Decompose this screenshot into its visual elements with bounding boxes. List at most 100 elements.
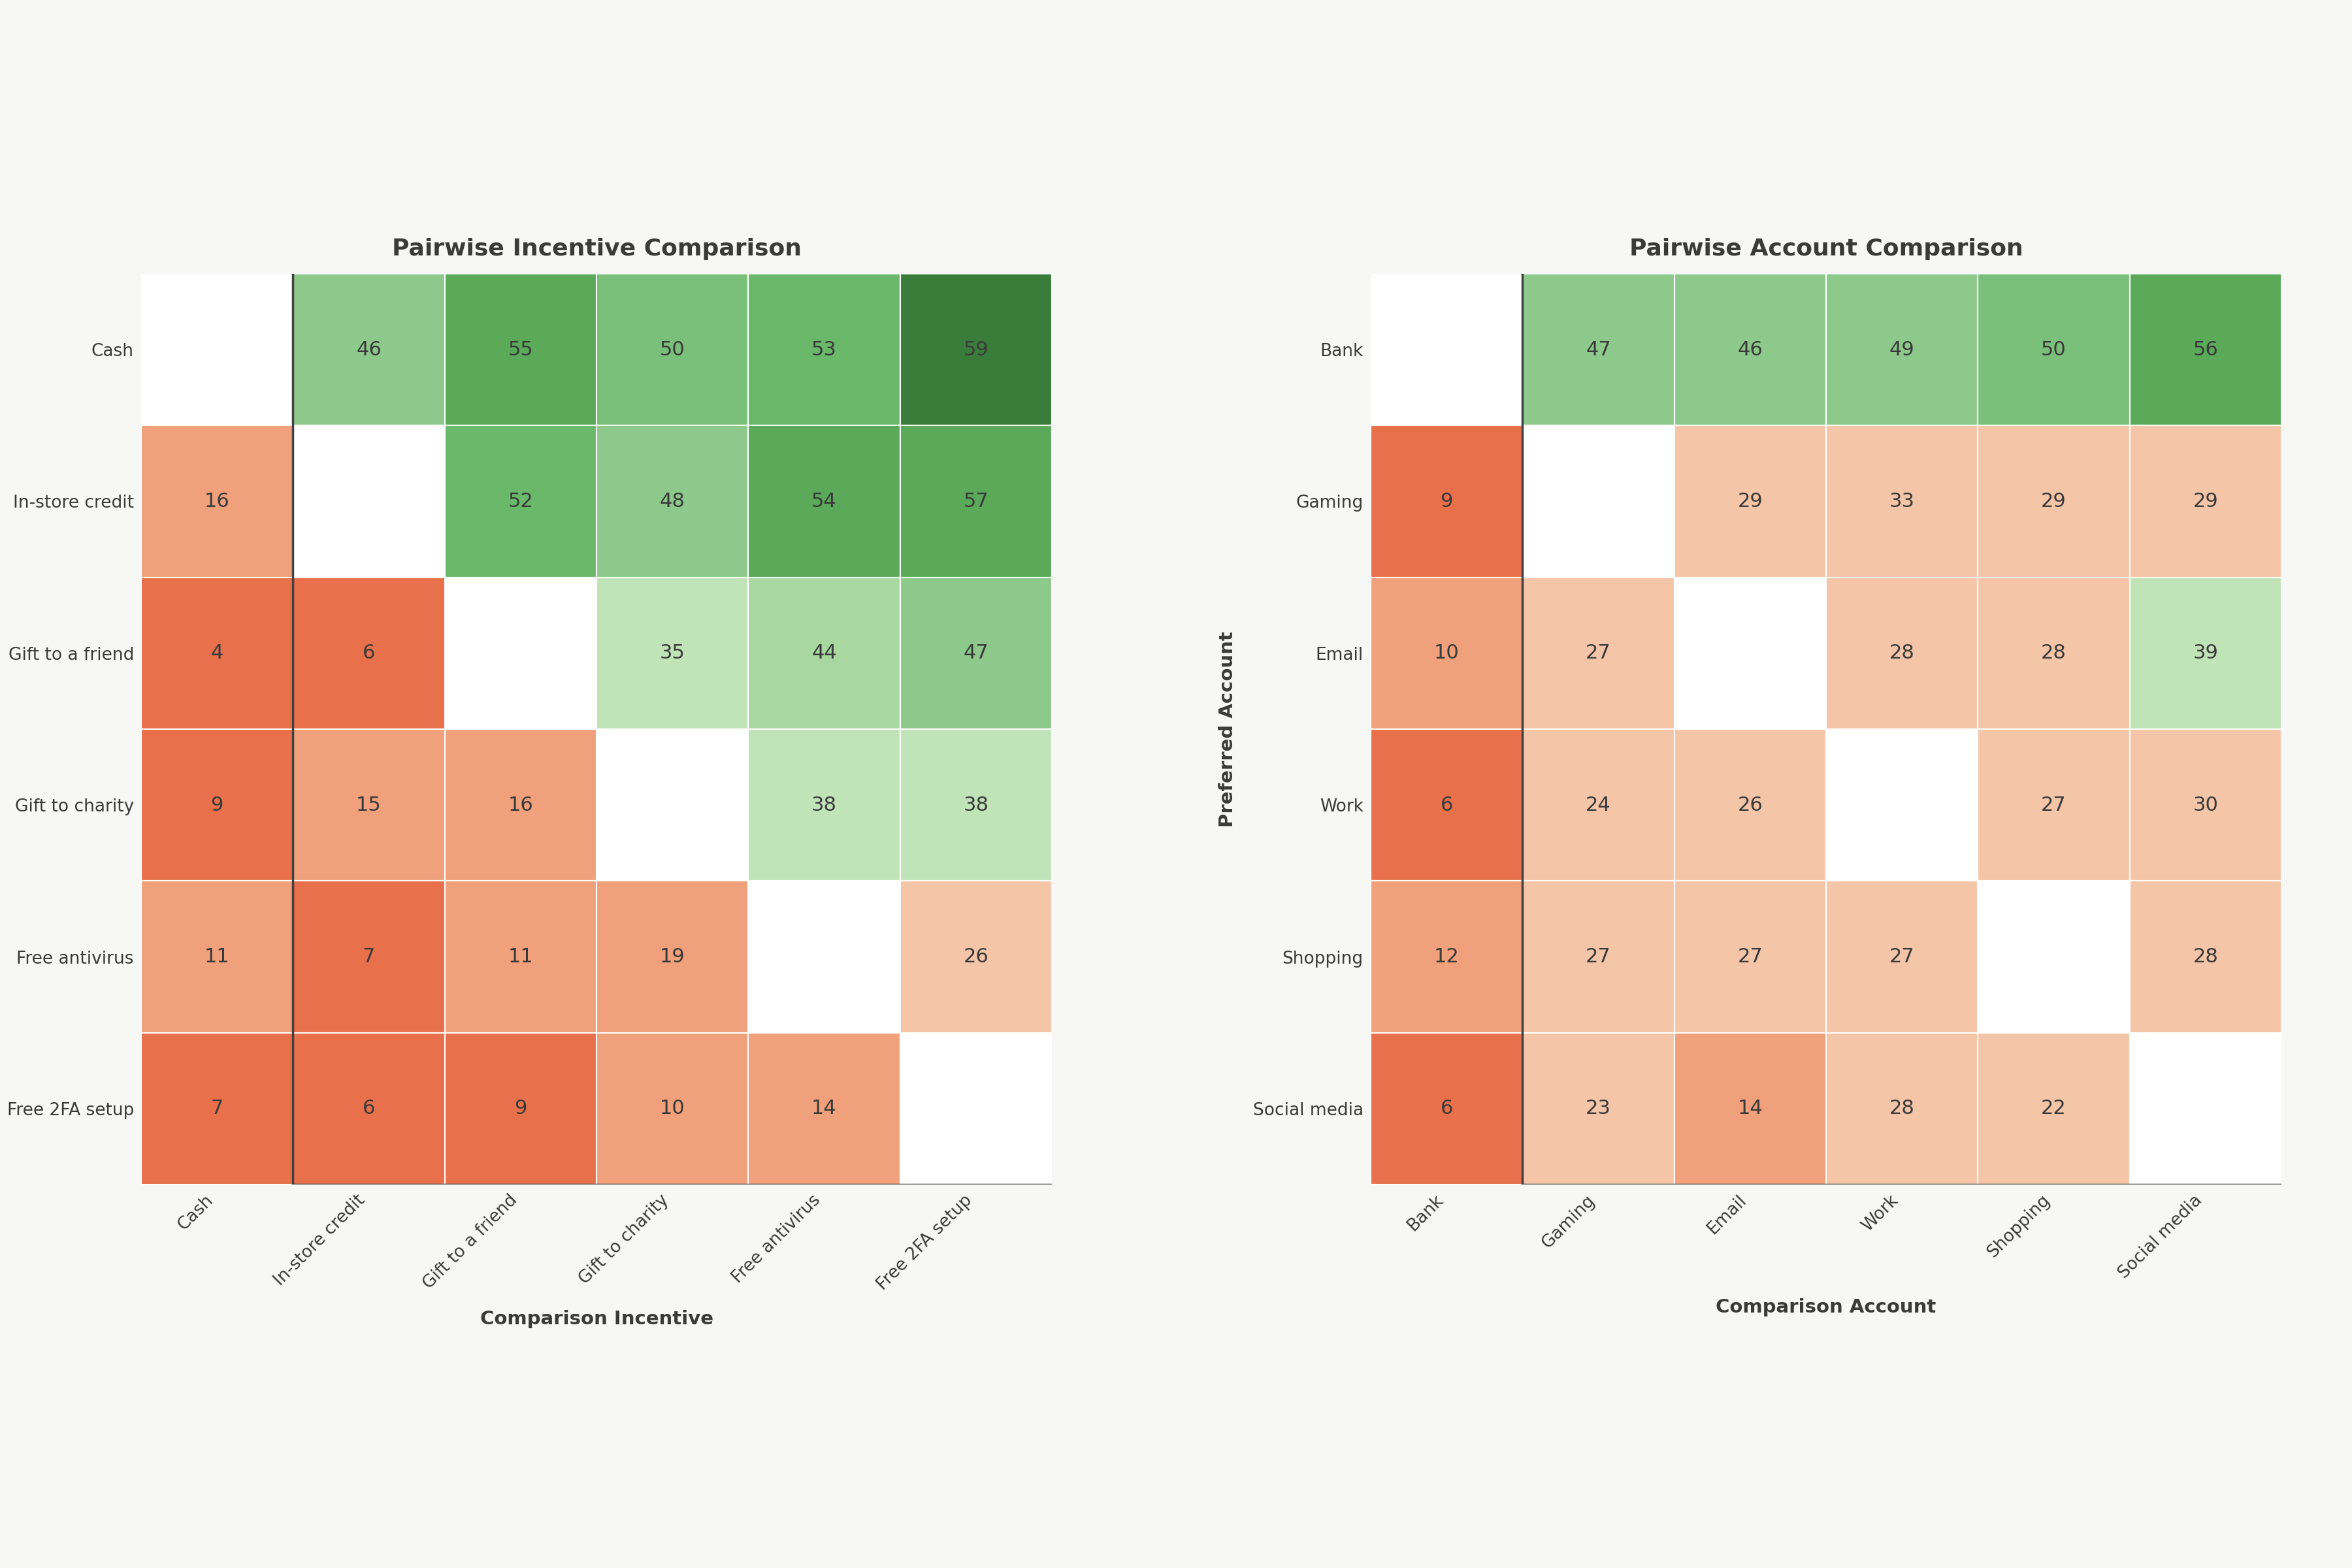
Bar — [1978, 729, 2129, 881]
Text: 52: 52 — [508, 492, 534, 511]
Text: 49: 49 — [1889, 340, 1915, 359]
Text: 28: 28 — [2042, 644, 2067, 663]
Bar — [294, 577, 445, 729]
Bar — [901, 425, 1051, 577]
Bar — [597, 274, 748, 425]
Text: 47: 47 — [1585, 340, 1611, 359]
Bar — [748, 1033, 901, 1184]
Bar — [597, 881, 748, 1033]
Bar — [901, 1033, 1051, 1184]
Bar — [1825, 577, 1978, 729]
Text: 16: 16 — [508, 795, 534, 814]
Bar — [445, 274, 597, 425]
Bar — [445, 577, 597, 729]
Bar — [141, 274, 294, 425]
Text: 26: 26 — [1738, 795, 1762, 814]
Bar — [1675, 881, 1825, 1033]
Bar — [1522, 729, 1675, 881]
Text: 47: 47 — [964, 644, 988, 663]
Bar — [901, 881, 1051, 1033]
Bar — [445, 881, 597, 1033]
Bar — [748, 729, 901, 881]
Bar — [1522, 881, 1675, 1033]
Bar — [1522, 1033, 1675, 1184]
Text: 59: 59 — [964, 340, 988, 359]
Bar — [597, 729, 748, 881]
Text: 29: 29 — [2042, 492, 2067, 511]
Bar — [2129, 729, 2281, 881]
Bar — [294, 274, 445, 425]
Bar — [2129, 274, 2281, 425]
Text: 6: 6 — [1439, 795, 1454, 814]
Bar — [597, 425, 748, 577]
Bar — [294, 881, 445, 1033]
Bar — [748, 425, 901, 577]
Bar — [1371, 1033, 1522, 1184]
Bar — [1978, 425, 2129, 577]
Bar — [1675, 425, 1825, 577]
Text: 22: 22 — [2042, 1099, 2067, 1118]
Bar — [1978, 1033, 2129, 1184]
Text: 9: 9 — [212, 795, 223, 814]
Text: 11: 11 — [205, 947, 230, 966]
Text: 6: 6 — [362, 644, 374, 663]
Text: 10: 10 — [661, 1099, 684, 1118]
Text: 6: 6 — [362, 1099, 374, 1118]
Text: 11: 11 — [508, 947, 534, 966]
Text: 7: 7 — [362, 947, 374, 966]
Bar — [1825, 1033, 1978, 1184]
Text: 33: 33 — [1889, 492, 1915, 511]
Bar — [445, 425, 597, 577]
Text: 19: 19 — [661, 947, 684, 966]
Text: 12: 12 — [1435, 947, 1458, 966]
Text: 23: 23 — [1585, 1099, 1611, 1118]
Text: 56: 56 — [2192, 340, 2218, 359]
Text: 6: 6 — [1439, 1099, 1454, 1118]
Text: 28: 28 — [2192, 947, 2218, 966]
Bar — [597, 1033, 748, 1184]
Bar — [597, 577, 748, 729]
Text: 48: 48 — [659, 492, 684, 511]
Text: 30: 30 — [2192, 795, 2218, 814]
Text: 50: 50 — [661, 340, 684, 359]
Text: 4: 4 — [212, 644, 223, 663]
Bar — [1371, 729, 1522, 881]
Bar — [1978, 881, 2129, 1033]
Bar — [1978, 274, 2129, 425]
Text: 29: 29 — [1738, 492, 1762, 511]
Bar — [294, 1033, 445, 1184]
Bar — [2129, 1033, 2281, 1184]
Text: 9: 9 — [515, 1099, 527, 1118]
Bar — [2129, 425, 2281, 577]
Text: 55: 55 — [508, 340, 534, 359]
Bar — [141, 881, 294, 1033]
Bar — [1825, 425, 1978, 577]
Bar — [1978, 577, 2129, 729]
Text: 9: 9 — [1439, 492, 1454, 511]
Bar — [294, 425, 445, 577]
Bar — [445, 729, 597, 881]
Text: 16: 16 — [205, 492, 230, 511]
Bar — [1675, 1033, 1825, 1184]
Bar — [1371, 881, 1522, 1033]
Text: 50: 50 — [2042, 340, 2067, 359]
Bar — [141, 425, 294, 577]
Text: 54: 54 — [811, 492, 837, 511]
Text: 46: 46 — [355, 340, 381, 359]
Text: 27: 27 — [1585, 644, 1611, 663]
Text: 28: 28 — [1889, 1099, 1915, 1118]
X-axis label: Comparison Incentive: Comparison Incentive — [480, 1309, 713, 1328]
Bar — [2129, 881, 2281, 1033]
Bar — [141, 1033, 294, 1184]
Text: 29: 29 — [2192, 492, 2218, 511]
Bar — [901, 274, 1051, 425]
Bar — [1522, 577, 1675, 729]
Bar — [1522, 425, 1675, 577]
Bar — [1371, 274, 1522, 425]
Bar — [1825, 274, 1978, 425]
Text: 27: 27 — [1738, 947, 1762, 966]
Text: 27: 27 — [1889, 947, 1915, 966]
Bar — [1825, 881, 1978, 1033]
Y-axis label: Preferred Account: Preferred Account — [1218, 632, 1237, 826]
Text: 7: 7 — [212, 1099, 223, 1118]
